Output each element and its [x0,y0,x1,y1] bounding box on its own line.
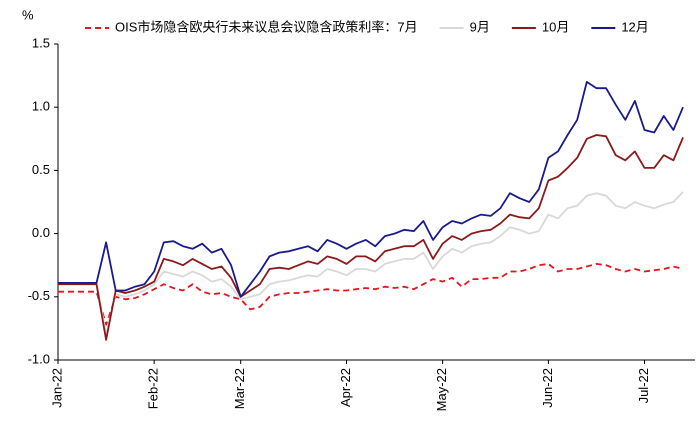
x-tick-label: Feb-22 [146,368,161,409]
series-line [58,263,684,326]
legend-label: 10月 [542,19,569,34]
series-line [58,134,684,341]
x-tick-label: Mar-22 [232,368,247,409]
y-tick-label: -1.0 [28,351,50,366]
x-tick-label: Jan-22 [49,368,64,408]
x-tick-label: May-22 [434,368,449,411]
legend-label: 9月 [470,19,490,34]
legend: OIS市场隐含欧央行未来议息会议隐含政策利率：7月 9月 10月 12月 [85,19,649,34]
legend-label: OIS市场隐含欧央行未来议息会议隐含政策利率：7月 [115,19,418,34]
y-tick-label: 1.0 [32,99,50,114]
y-tick-label: -0.5 [28,288,50,303]
y-unit: % [22,7,34,22]
y-tick-label: 0.0 [32,225,50,240]
series-line [58,81,684,298]
x-tick-label: Apr-22 [338,368,353,407]
y-tick-label: 0.5 [32,162,50,177]
y-tick-label: 1.5 [32,35,50,50]
x-tick-label: Jul-22 [636,368,651,403]
x-tick-label: Jun-22 [540,368,555,408]
legend-label: 12月 [621,19,648,34]
series-line [58,191,684,336]
